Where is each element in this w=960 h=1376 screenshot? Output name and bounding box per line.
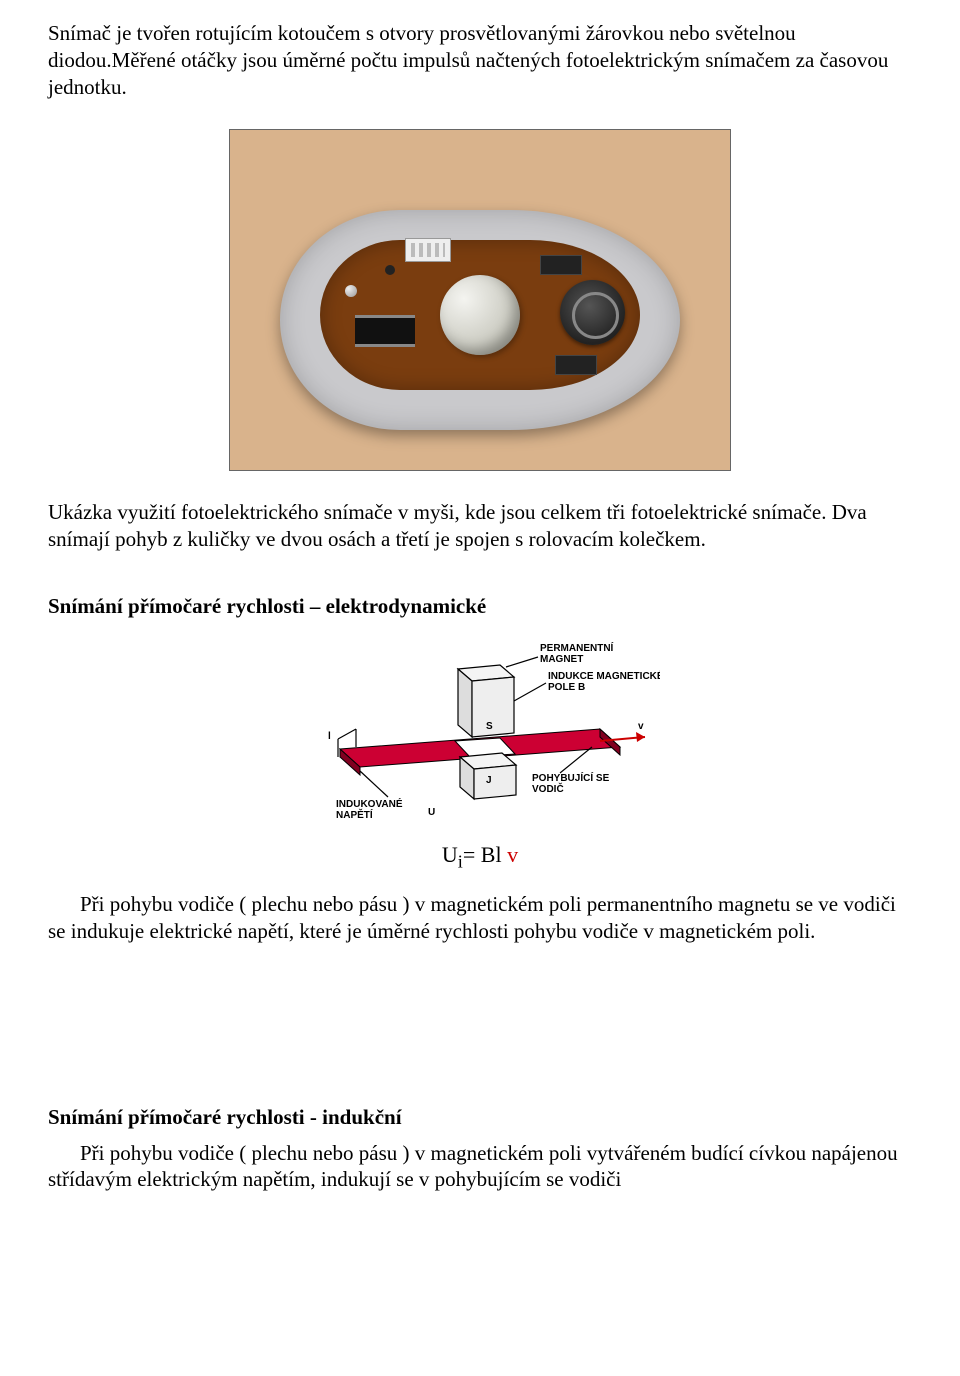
mouse-ball-shape xyxy=(440,275,520,355)
magnet-bottom-front xyxy=(474,765,516,799)
velocity-arrowhead xyxy=(636,732,645,742)
label-moving-conductor: POHYBUJÍCÍ SE VODIČ xyxy=(532,771,612,795)
microswitch-shape xyxy=(540,255,582,275)
section-title-induction: Snímání přímočaré rychlosti - indukční xyxy=(48,1105,912,1130)
label-j: J xyxy=(486,775,492,786)
mouse-photo xyxy=(229,129,731,471)
electrodynamic-diagram: S J l v PERMANENTNÍ MAGNET INDUKCE MAGNE… xyxy=(300,629,660,829)
callout-line xyxy=(506,657,538,667)
label-v: v xyxy=(638,721,644,732)
formula: Ui= Bl v xyxy=(48,842,912,872)
microswitch-shape xyxy=(555,355,597,375)
formula-v: v xyxy=(502,842,519,867)
label-induced-voltage: INDUKOVANÉ NAPĚTÍ xyxy=(336,797,405,821)
mouse-photo-container xyxy=(48,129,912,471)
magnet-top-front xyxy=(472,677,514,737)
magnet-top-left xyxy=(458,669,472,737)
led-shape xyxy=(345,285,357,297)
scroll-wheel-shape xyxy=(560,280,625,345)
induction-description: Při pohybu vodiče ( plechu nebo pásu ) v… xyxy=(48,1140,912,1194)
label-permanent-magnet: PERMANENTNÍ MAGNET xyxy=(540,641,616,665)
callout-line xyxy=(514,683,546,701)
intro-paragraph: Snímač je tvořen rotujícím kotoučem s ot… xyxy=(48,20,912,101)
dim-l-arrow xyxy=(338,729,356,739)
label-u: U xyxy=(428,807,435,818)
callout-line xyxy=(360,771,388,797)
formula-bl: = Bl xyxy=(463,842,502,867)
ic-chip-shape xyxy=(355,315,415,347)
electrodynamic-diagram-container: S J l v PERMANENTNÍ MAGNET INDUKCE MAGNE… xyxy=(48,629,912,834)
electrodyn-description: Při pohybu vodiče ( plechu nebo pásu ) v… xyxy=(48,891,912,945)
formula-u: U xyxy=(442,842,458,867)
label-s: S xyxy=(486,721,493,732)
spacer xyxy=(48,953,912,1063)
connector-shape xyxy=(405,238,451,262)
label-l: l xyxy=(328,731,331,742)
mouse-caption: Ukázka využití fotoelektrického snímače … xyxy=(48,499,912,553)
section-title-electrodynamic: Snímání přímočaré rychlosti – elektrodyn… xyxy=(48,594,912,619)
label-magnetic-field: INDUKCE MAGNETICKÉHO POLE B xyxy=(548,669,660,693)
sensor-shape xyxy=(385,265,395,275)
